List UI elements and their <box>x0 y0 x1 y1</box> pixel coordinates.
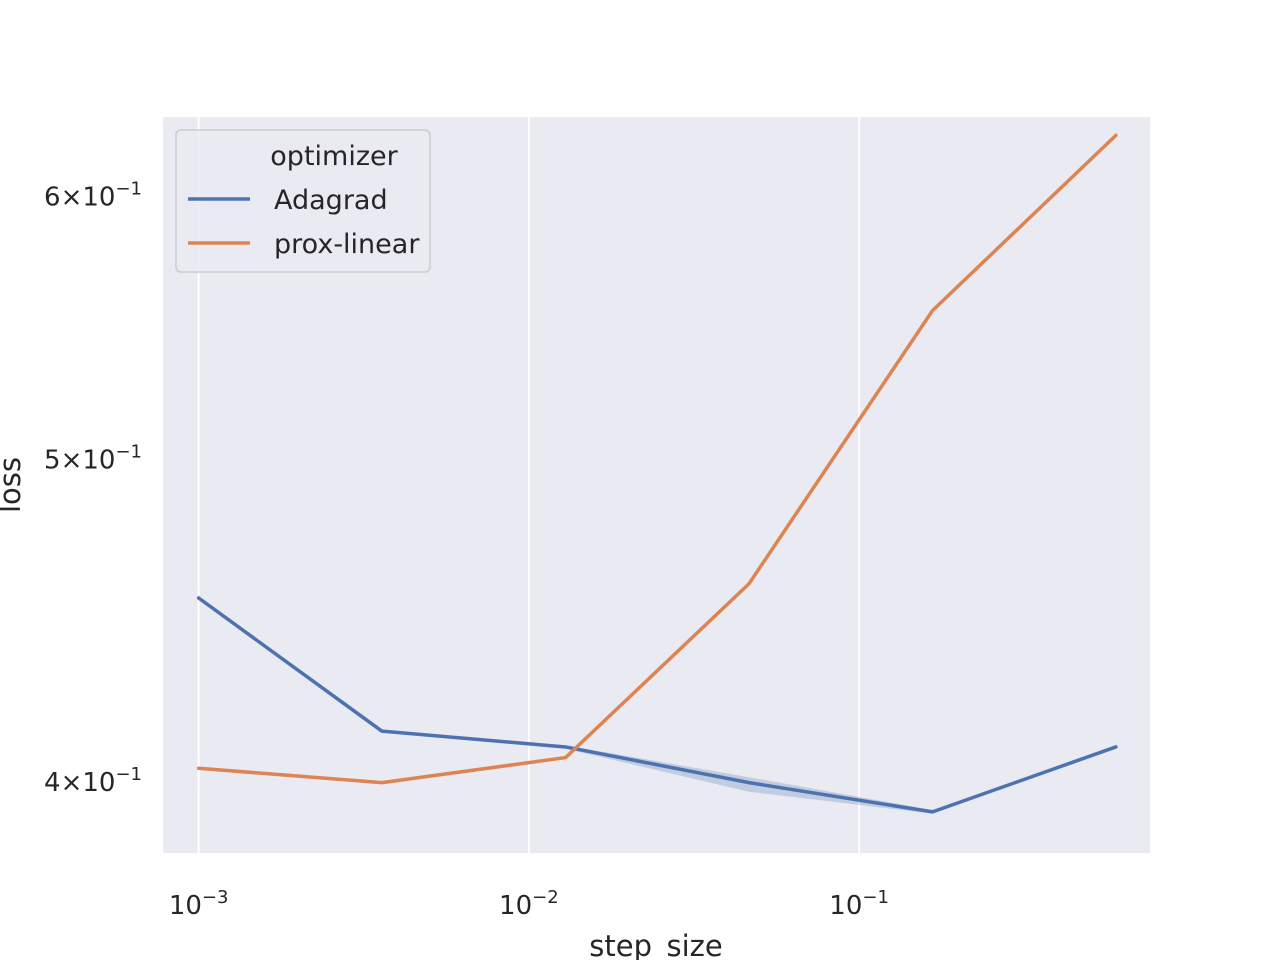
y-tick-label: 6×10−1 <box>44 178 142 212</box>
data-point-adagrad <box>380 729 384 733</box>
series-line-prox-linear <box>196 133 1118 785</box>
y-tick-labels: 4×10−1 5×10−1 6×10−1 <box>44 178 142 797</box>
data-point-adagrad <box>747 781 751 785</box>
data-point-adagrad <box>564 745 568 749</box>
data-point-prox-linear <box>380 781 384 785</box>
y-axis-label: loss <box>0 457 27 513</box>
data-point-adagrad <box>197 596 201 600</box>
legend-label-adagrad: Adagrad <box>274 185 388 216</box>
legend-box <box>175 129 431 273</box>
legend-title: optimizer <box>270 141 398 172</box>
y-tick-label: 4×10−1 <box>44 764 142 798</box>
x-tick-label: 10−3 <box>169 887 229 921</box>
y-tick-label: 5×10−1 <box>44 442 142 476</box>
legend: optimizer Adagrad prox-linear <box>175 129 431 273</box>
data-point-prox-linear <box>197 766 201 770</box>
series-line-adagrad <box>196 596 1118 814</box>
x-tick-labels: 10−3 10−2 10−1 <box>169 887 889 921</box>
legend-label-prox-linear: prox-linear <box>274 229 420 260</box>
data-point-prox-linear <box>1114 133 1118 137</box>
data-point-prox-linear <box>747 582 751 586</box>
series-lines <box>196 133 1118 814</box>
data-point-adagrad <box>1114 745 1118 749</box>
x-tick-label: 10−1 <box>829 887 889 921</box>
x-tick-label: 10−2 <box>499 887 559 921</box>
data-point-adagrad <box>930 810 934 814</box>
data-point-prox-linear <box>930 309 934 313</box>
data-point-prox-linear <box>564 756 568 760</box>
x-axis-label: step_size <box>589 929 722 960</box>
